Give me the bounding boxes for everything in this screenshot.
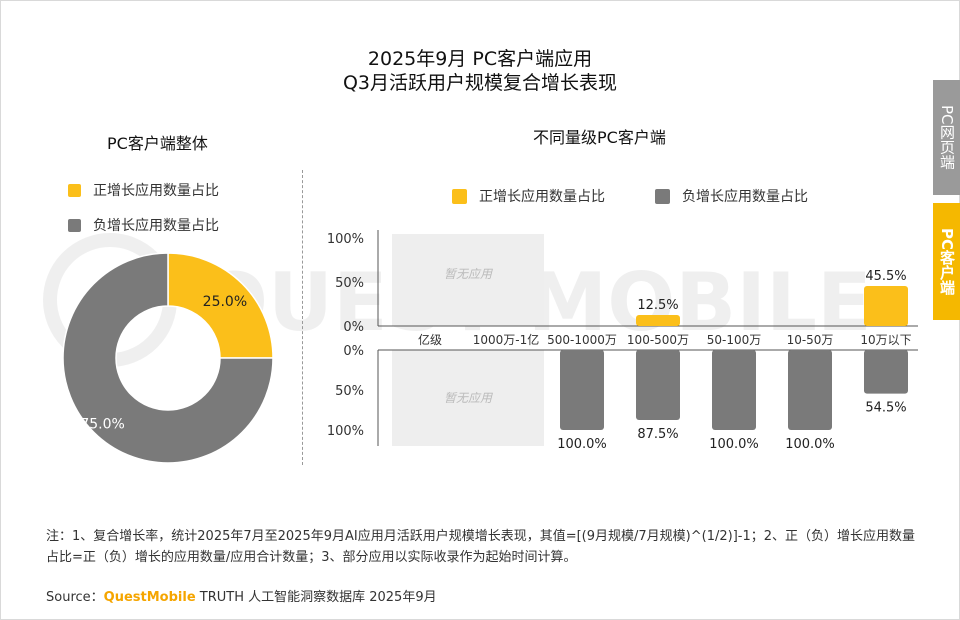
bar-value-label-negative: 87.5% [637, 427, 678, 442]
no-data-label: 暂无应用 [444, 391, 493, 405]
x-tick-label: 500-1000万 [547, 333, 617, 347]
source-suffix: TRUTH 人工智能洞察数据库 2025年9月 [195, 590, 437, 605]
legend-swatch-positive [68, 183, 81, 197]
donut-chart: 25.0% 75.0% [62, 252, 274, 464]
legend-swatch-negative [655, 188, 670, 204]
chart-title-line1: 2025年9月 PC客户端应用 [367, 48, 593, 70]
bar-positive [864, 285, 908, 326]
legend-label-negative: 负增长应用数量占比 [682, 189, 808, 205]
tab-pc-web[interactable]: PC网页端 [933, 80, 960, 195]
no-data-block [392, 234, 468, 326]
upper-y-tick-label: 0% [343, 320, 364, 335]
x-tick-label: 亿级 [418, 332, 442, 347]
no-data-block [392, 350, 468, 446]
x-tick-label: 1000万-1亿 [473, 332, 540, 347]
donut-slice-positive [167, 252, 274, 359]
x-tick-label: 10-50万 [787, 333, 834, 347]
bar-value-label-positive: 45.5% [865, 269, 906, 284]
bar-value-label-negative: 100.0% [785, 437, 835, 452]
bar-legend-negative: 负增长应用数量占比 [655, 186, 808, 206]
x-tick-label: 100-500万 [627, 333, 689, 347]
lower-y-tick-label: 50% [335, 384, 364, 399]
upper-y-tick-label: 50% [335, 276, 364, 291]
tab-pc-client[interactable]: PC客户端 [933, 203, 960, 320]
bar-legend-positive: 正增长应用数量占比 [452, 186, 605, 206]
legend-label-positive: 正增长应用数量占比 [479, 189, 605, 205]
bar-positive [636, 315, 680, 326]
legend-label-negative: 负增长应用数量占比 [93, 218, 219, 234]
donut-title: PC客户端整体 [107, 134, 208, 153]
no-data-label: 暂无应用 [444, 267, 493, 281]
bar-value-label-negative: 54.5% [865, 401, 906, 416]
bar-value-label-negative: 100.0% [709, 437, 759, 452]
bar-negative [712, 350, 756, 430]
upper-y-tick-label: 100% [327, 232, 364, 247]
chart-title-line2: Q3月活跃用户规模复合增长表现 [342, 72, 618, 94]
lower-y-tick-label: 0% [343, 344, 364, 359]
legend-swatch-positive [452, 188, 467, 204]
bar-negative [560, 350, 604, 430]
donut-legend-negative: 负增长应用数量占比 [68, 215, 219, 235]
footnote: 注：1、复合增长率，统计2025年7月至2025年9月AI应用月活跃用户规模增长… [46, 529, 916, 565]
donut-value-label: 75.0% [80, 416, 124, 432]
bar-value-label-positive: 12.5% [637, 298, 678, 313]
source-prefix: Source： [46, 590, 104, 605]
bar-chart-title: 不同量级PC客户端 [533, 128, 666, 147]
legend-label-positive: 正增长应用数量占比 [93, 183, 219, 199]
no-data-block [468, 234, 544, 326]
bar-negative [788, 350, 832, 430]
panel-divider [302, 170, 303, 465]
legend-swatch-negative [68, 218, 81, 232]
source-line: Source：QuestMobile TRUTH 人工智能洞察数据库 2025年… [46, 586, 437, 605]
bar-negative [864, 350, 908, 394]
donut-slice-negative [62, 252, 274, 464]
lower-y-tick-label: 100% [327, 424, 364, 439]
donut-value-label: 25.0% [203, 294, 247, 310]
no-data-block [468, 350, 544, 446]
source-brand: QuestMobile [103, 590, 196, 605]
x-tick-label: 10万以下 [860, 333, 911, 347]
x-tick-label: 50-100万 [707, 333, 762, 347]
donut-legend-positive: 正增长应用数量占比 [68, 180, 219, 200]
bar-negative [636, 350, 680, 420]
bar-value-label-negative: 100.0% [557, 437, 607, 452]
